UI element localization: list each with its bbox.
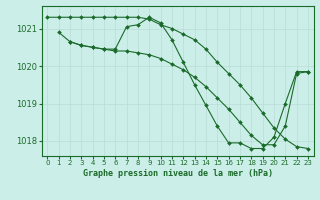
X-axis label: Graphe pression niveau de la mer (hPa): Graphe pression niveau de la mer (hPa) [83, 169, 273, 178]
